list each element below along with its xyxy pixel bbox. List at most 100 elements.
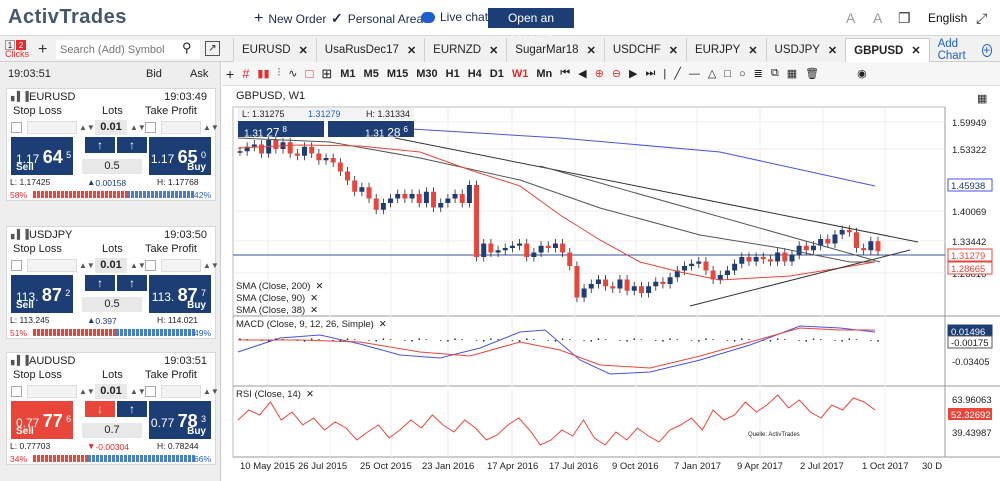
bars-icon[interactable]: ⫶	[277, 67, 281, 79]
language-selector[interactable]: English	[928, 11, 968, 25]
live-chat-button[interactable]: Live chat	[421, 10, 488, 24]
clicks-1-option[interactable]: 1	[5, 40, 15, 50]
tab-usarusdec17[interactable]: UsaRusDec17 ✕	[315, 38, 425, 62]
stop-loss-input[interactable]	[27, 121, 77, 134]
close-icon[interactable]: ✕	[911, 45, 921, 57]
new-order-button[interactable]: + New Order	[254, 10, 326, 28]
stop-loss-checkbox[interactable]	[11, 260, 22, 271]
chart-menu-icon[interactable]: ▦	[977, 93, 988, 105]
tab-gbpusd[interactable]: GBPUSD ✕	[845, 38, 930, 62]
sell-button[interactable]: 113. 87 2 Sell	[11, 275, 73, 313]
lots-input[interactable]: 0.01	[95, 384, 127, 399]
indicators-icon[interactable]: ⧉	[770, 67, 779, 79]
tab-usdjpy[interactable]: USDJPY ✕	[765, 38, 846, 62]
close-icon[interactable]: ✕	[315, 281, 324, 292]
first-icon[interactable]: ⏮	[560, 67, 571, 79]
popout-icon[interactable]: ↗	[205, 41, 220, 56]
take-profit-stepper[interactable]: ▲▼	[203, 123, 219, 132]
timeframe-m1[interactable]: M1	[340, 67, 356, 80]
personal-area-button[interactable]: ✓ Personal Area	[331, 10, 423, 27]
close-icon[interactable]: ✕	[298, 44, 308, 57]
take-profit-input[interactable]	[161, 121, 201, 134]
lots-input[interactable]: 0.01	[95, 258, 127, 273]
search-input[interactable]	[56, 40, 200, 59]
tab-eurjpy[interactable]: EURJPY ✕	[685, 38, 766, 62]
tab-sugarmar18[interactable]: SugarMar18 ✕	[506, 38, 604, 62]
quote-ask[interactable]: 1.31 28 6	[328, 121, 414, 139]
quote-bid[interactable]: 1.31 27 8	[238, 121, 324, 139]
take-profit-stepper[interactable]: ▲▼	[203, 261, 219, 270]
zoom-in-icon[interactable]: ⊕	[594, 68, 604, 80]
timeframe-h4[interactable]: H4	[467, 67, 482, 80]
sell-button[interactable]: 1.17 64 5 Sell	[11, 137, 73, 175]
stop-loss-input[interactable]	[27, 385, 77, 398]
lots-input[interactable]: 0.01	[95, 120, 127, 135]
tab-eurusd[interactable]: EURUSD ✕	[233, 38, 316, 62]
timeframe-h1[interactable]: H1	[445, 67, 460, 80]
vertical-line-icon[interactable]: |	[663, 67, 667, 80]
candles-icon[interactable]: ▮▮	[257, 68, 270, 80]
horizontal-line-icon[interactable]: —	[688, 67, 700, 80]
window-icon[interactable]: ❐	[898, 10, 911, 26]
grid-icon[interactable]: #	[242, 66, 250, 81]
close-icon[interactable]: ✕	[406, 44, 417, 57]
next-icon[interactable]: ▶	[629, 68, 638, 80]
sell-button[interactable]: 0.77 77 6 Sell	[11, 401, 73, 439]
buy-button[interactable]: 113. 87 7 Buy	[149, 275, 211, 313]
stop-loss-stepper[interactable]: ▲▼	[79, 387, 95, 396]
clicks-2-option[interactable]: 2	[16, 40, 26, 50]
timeframe-m30[interactable]: M30	[416, 67, 438, 80]
close-icon[interactable]: ✕	[827, 44, 838, 57]
close-icon[interactable]: ✕	[305, 389, 314, 400]
close-icon[interactable]: ✕	[668, 44, 678, 57]
close-icon[interactable]: ✕	[378, 319, 387, 330]
buy-button[interactable]: 0.77 78 3 Buy	[149, 401, 211, 439]
take-profit-input[interactable]	[161, 385, 201, 398]
timeframe-m5[interactable]: M5	[363, 67, 379, 80]
timeframe-mn[interactable]: Mn	[536, 67, 553, 80]
chart-icon[interactable]: ▖▌▐	[11, 91, 29, 101]
last-icon[interactable]: ⏭	[645, 67, 656, 79]
take-profit-checkbox[interactable]	[145, 260, 156, 271]
stop-loss-stepper[interactable]: ▲▼	[79, 261, 95, 270]
add-chart-button[interactable]: Add Chart +	[930, 38, 1000, 62]
open-account-button[interactable]: Open an account	[488, 8, 574, 45]
zoom-out-icon[interactable]: ⊖	[611, 68, 622, 80]
circle-icon[interactable]: ○	[739, 67, 746, 80]
close-icon[interactable]: ✕	[310, 305, 319, 316]
close-icon[interactable]: ✕	[586, 44, 596, 57]
timeframe-d1[interactable]: D1	[489, 67, 504, 80]
chart-icon[interactable]: ▖▌▐	[11, 355, 29, 365]
close-icon[interactable]: ✕	[748, 44, 758, 57]
close-icon[interactable]: ✕	[489, 44, 499, 57]
buy-button[interactable]: 1.17 65 0 Buy	[149, 137, 211, 175]
font-increase-icon[interactable]: A	[873, 10, 883, 26]
refresh-icon[interactable]: ◉	[857, 68, 867, 80]
chart-settings-icon[interactable]: ▦	[786, 68, 798, 80]
take-profit-input[interactable]	[161, 259, 201, 272]
chart-icon[interactable]: ▖▌▐	[11, 229, 29, 239]
stop-loss-input[interactable]	[27, 259, 77, 272]
close-icon[interactable]: ✕	[310, 293, 319, 304]
line-chart-icon[interactable]: ∿	[288, 68, 298, 80]
instrument-symbol[interactable]: EURUSD	[29, 90, 76, 103]
lots-stepper[interactable]: ▲▼	[130, 123, 146, 132]
trash-icon[interactable]: 🗑	[805, 68, 820, 80]
take-profit-stepper[interactable]: ▲▼	[203, 387, 219, 396]
instrument-symbol[interactable]: USDJPY	[29, 228, 73, 241]
triangle-icon[interactable]: △	[707, 68, 717, 80]
stop-loss-checkbox[interactable]	[11, 386, 22, 397]
tab-usdchf[interactable]: USDCHF ✕	[603, 38, 686, 62]
add-symbol-icon[interactable]: +	[38, 41, 48, 58]
search-icon[interactable]: ⚲	[182, 40, 192, 55]
tab-eurnzd[interactable]: EURNZD ✕	[424, 38, 507, 62]
font-decrease-icon[interactable]: A	[846, 10, 856, 26]
rectangle-icon[interactable]: □	[724, 67, 732, 80]
fibonacci-icon[interactable]: ≣	[753, 68, 763, 80]
lots-stepper[interactable]: ▲▼	[130, 387, 146, 396]
timeframe-w1[interactable]: W1	[511, 67, 529, 80]
timeframe-m15[interactable]: M15	[386, 67, 409, 80]
layout-icon[interactable]: ⊞	[321, 65, 333, 81]
crosshair-icon[interactable]: +	[226, 65, 235, 82]
